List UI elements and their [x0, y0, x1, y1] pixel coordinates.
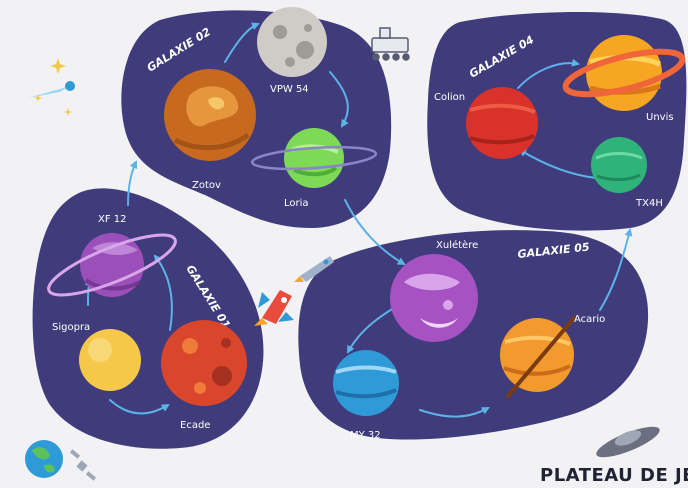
galaxy-02-region	[121, 10, 391, 228]
comet-icon	[28, 81, 75, 98]
page-title: PLATEAU DE JEU	[540, 465, 688, 486]
planet-label-colion: Colion	[434, 92, 465, 103]
planet-label-acario: Acario	[574, 314, 605, 325]
planet-xuletere[interactable]	[390, 254, 478, 342]
planet-colion[interactable]	[466, 87, 538, 159]
planet-label-unvis: Unvis	[646, 112, 674, 123]
planet-label-vpw54: VPW 54	[270, 84, 309, 95]
planet-zotov[interactable]	[164, 69, 256, 161]
earth-icon	[25, 440, 63, 478]
rover-icon	[372, 28, 409, 60]
planet-label-sigopra: Sigopra	[52, 322, 90, 333]
planet-label-my32: MY 32	[350, 430, 381, 441]
planet-label-zotov: Zotov	[192, 180, 221, 191]
planet-label-loria: Loria	[284, 198, 309, 209]
planet-vpw54[interactable]	[257, 7, 327, 77]
satellite-icon	[70, 449, 96, 480]
rocket-icon	[254, 290, 294, 326]
planet-my32[interactable]	[333, 350, 399, 416]
planet-label-tx4h: TX4H	[635, 198, 663, 209]
planet-label-ecade: Ecade	[180, 420, 210, 431]
planet-label-xuletere: Xulétère	[436, 239, 478, 251]
ufo-icon	[593, 421, 663, 463]
planet-tx4h[interactable]	[591, 137, 647, 193]
planet-label-xf12: XF 12	[98, 214, 127, 225]
planet-sigopra[interactable]	[79, 329, 141, 391]
planet-ecade[interactable]	[161, 320, 247, 406]
